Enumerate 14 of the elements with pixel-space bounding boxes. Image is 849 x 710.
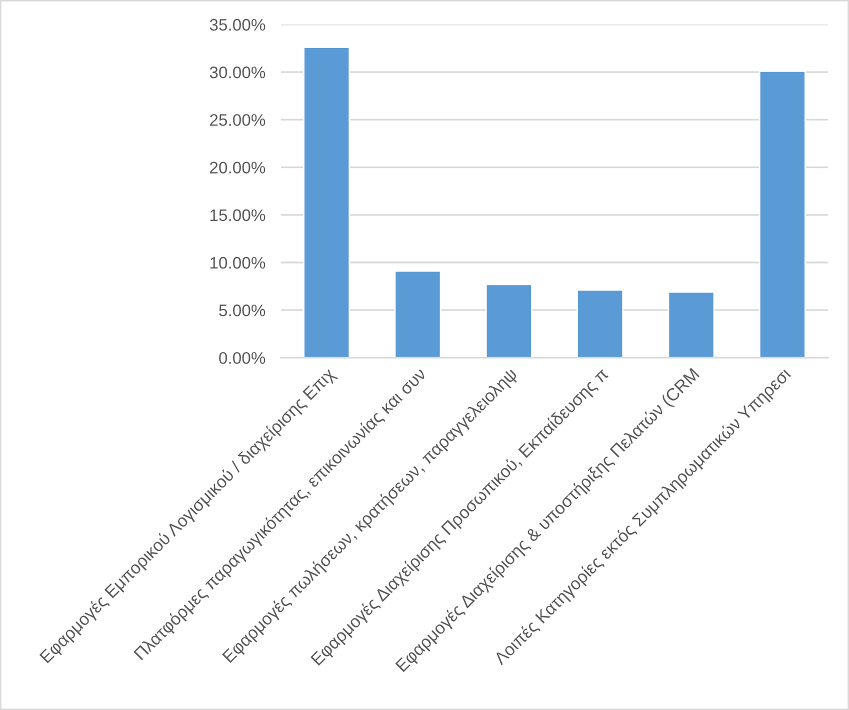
bar bbox=[303, 46, 350, 358]
y-tick-label: 15.00% bbox=[210, 209, 266, 222]
y-tick-label: 25.00% bbox=[210, 114, 266, 126]
bar bbox=[668, 291, 715, 358]
y-tick-label: 35.00% bbox=[210, 18, 266, 31]
y-tick-label: 20.00% bbox=[210, 162, 266, 174]
bar bbox=[394, 270, 442, 358]
bar bbox=[758, 70, 806, 358]
y-tick-label: 10.00% bbox=[210, 256, 266, 269]
y-tick-label: 5.00% bbox=[219, 304, 266, 316]
bar bbox=[485, 284, 532, 358]
y-tick-label: 0.00% bbox=[219, 352, 266, 364]
y-tick-label: 30.00% bbox=[210, 66, 266, 78]
bar bbox=[576, 289, 624, 358]
